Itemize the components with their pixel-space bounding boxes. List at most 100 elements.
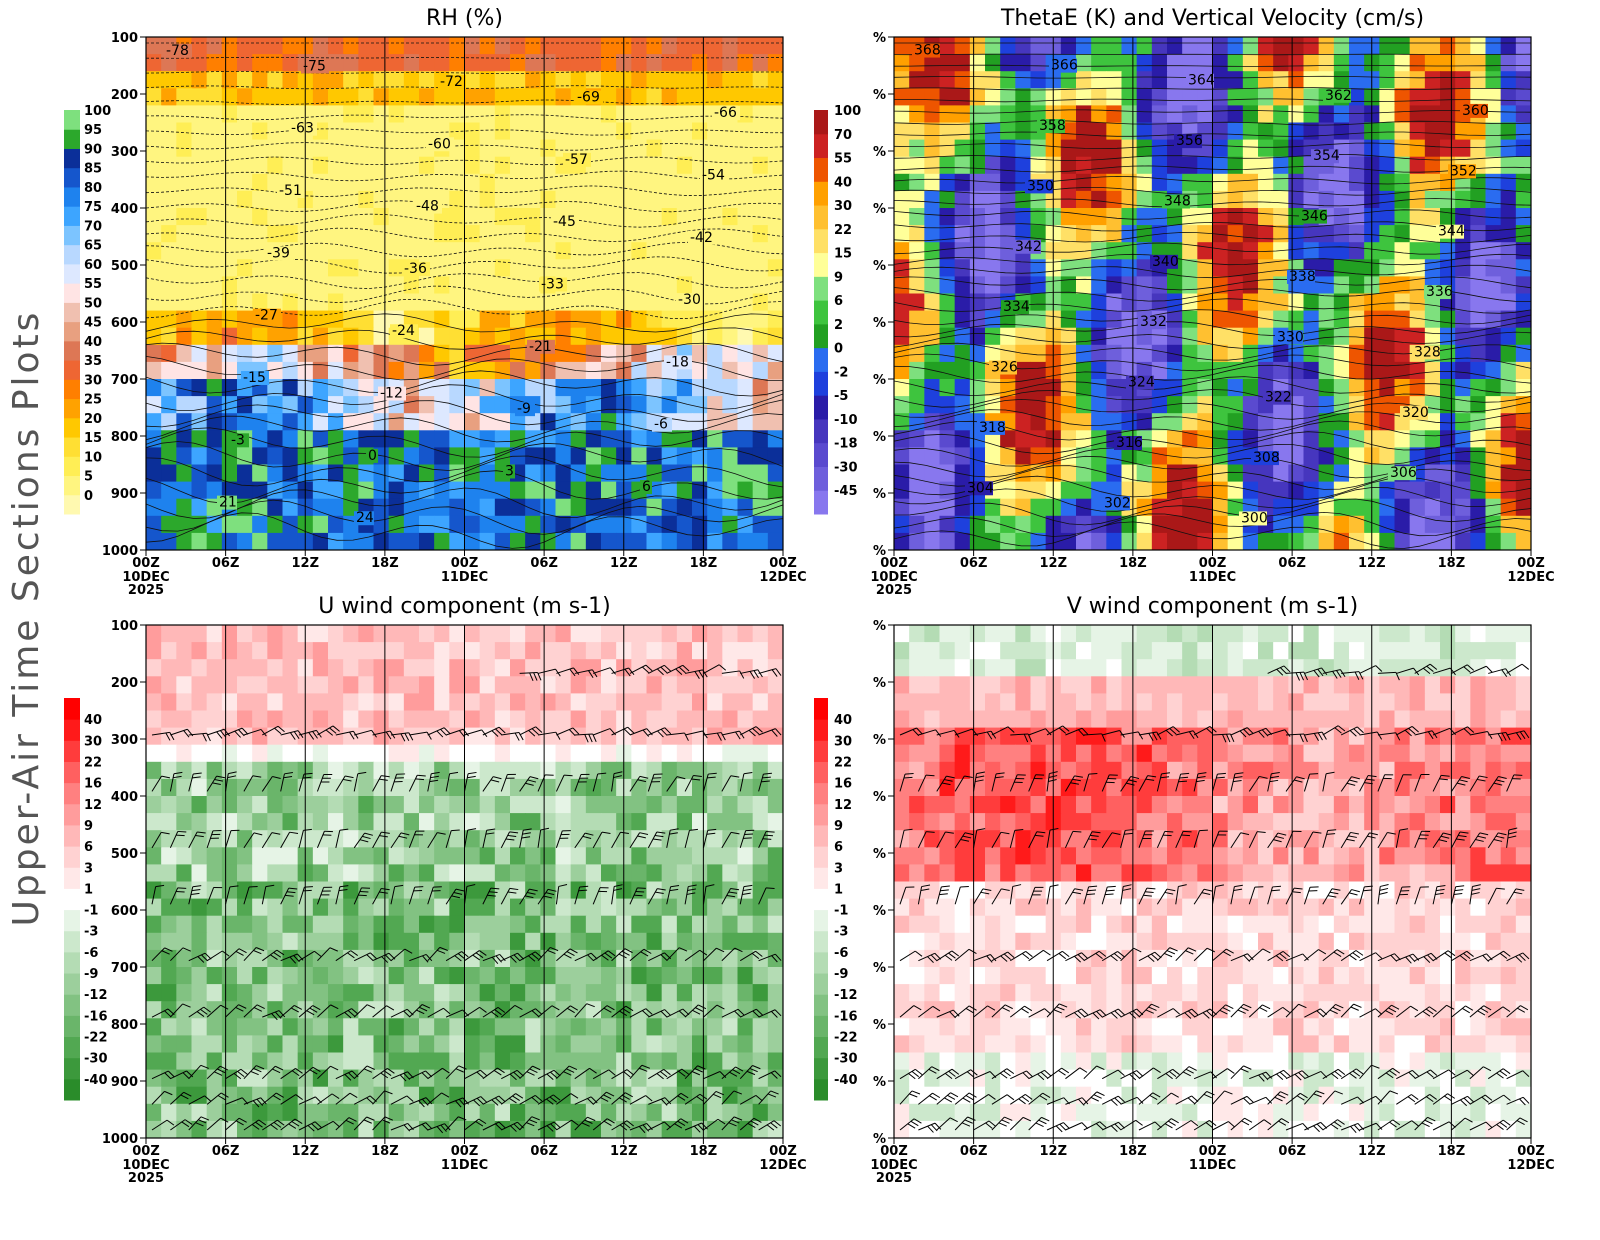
- field-cell: [525, 362, 541, 380]
- field-cell: [753, 625, 769, 643]
- field-cell: [1349, 516, 1365, 534]
- field-cell: [1152, 105, 1168, 123]
- contour-label: 300: [1241, 510, 1268, 526]
- field-cell: [707, 1018, 723, 1036]
- field-cell: [419, 396, 435, 414]
- field-cell: [207, 933, 223, 951]
- field-cell: [571, 37, 587, 55]
- field-cell: [909, 311, 925, 329]
- field-cell: [434, 642, 450, 660]
- field-cell: [510, 1018, 526, 1036]
- field-cell: [374, 1018, 390, 1036]
- field-cell: [1122, 191, 1138, 209]
- field-cell: [768, 796, 784, 814]
- field-cell: [586, 533, 602, 551]
- field-cell: [419, 899, 435, 917]
- field-cell: [1288, 88, 1304, 106]
- field-cell: [1258, 276, 1274, 294]
- field-cell: [985, 311, 1001, 329]
- field-cell: [1440, 465, 1456, 483]
- field-cell: [283, 1104, 299, 1122]
- field-cell: [161, 225, 177, 243]
- field-cell: [924, 396, 940, 414]
- field-cell: [404, 1053, 420, 1071]
- field-cell: [525, 864, 541, 882]
- field-cell: [465, 465, 481, 483]
- field-cell: [540, 140, 556, 158]
- field-cell: [419, 88, 435, 106]
- field-cell: [955, 413, 971, 431]
- field-cell: [358, 659, 374, 677]
- field-cell: [465, 225, 481, 243]
- field-cell: [1258, 533, 1274, 551]
- field-cell: [768, 967, 784, 985]
- field-cell: [267, 864, 283, 882]
- field-cell: [601, 140, 617, 158]
- field-cell: [1258, 191, 1274, 209]
- field-cell: [768, 379, 784, 397]
- field-cell: [631, 54, 647, 72]
- colorbar-label: 30: [84, 373, 102, 388]
- field-cell: [207, 711, 223, 729]
- field-cell: [1486, 328, 1502, 346]
- field-cell: [192, 37, 208, 55]
- x-date-label: 11DEC: [1189, 570, 1236, 585]
- field-cell: [677, 830, 693, 848]
- field-cell: [146, 967, 162, 985]
- field-cell: [571, 796, 587, 814]
- field-cell: [404, 745, 420, 763]
- field-cell: [510, 745, 526, 763]
- field-cell: [556, 899, 572, 917]
- field-cell: [389, 625, 405, 643]
- field-cell: [540, 625, 556, 643]
- field-cell: [267, 882, 283, 900]
- colorbar-label: 45: [84, 316, 102, 331]
- field-cell: [1106, 379, 1122, 397]
- colorbar-swatch: [814, 205, 828, 229]
- field-cell: [1167, 157, 1183, 175]
- field-cell: [1031, 379, 1047, 397]
- field-cell: [358, 693, 374, 711]
- field-cell: [556, 174, 572, 192]
- field-cell: [556, 864, 572, 882]
- field-cell: [449, 157, 465, 175]
- field-cell: [1122, 123, 1138, 141]
- field-cell: [525, 1053, 541, 1071]
- field-cell: [480, 54, 496, 72]
- field-cell: [1106, 71, 1122, 89]
- field-cell: [449, 1070, 465, 1088]
- field-cell: [722, 533, 738, 551]
- contour-label: -78: [166, 43, 189, 59]
- colorbar-label: 0: [84, 489, 93, 504]
- field-cell: [313, 762, 329, 780]
- field-cell: [176, 916, 192, 934]
- field-cell: [571, 499, 587, 517]
- field-cell: [283, 711, 299, 729]
- field-cell: [1228, 328, 1244, 346]
- field-cell: [586, 813, 602, 831]
- field-cell: [465, 796, 481, 814]
- field-cell: [510, 728, 526, 746]
- field-cell: [1455, 499, 1471, 517]
- field-cell: [1228, 225, 1244, 243]
- colorbar-swatch: [64, 456, 80, 476]
- field-cell: [1501, 345, 1517, 363]
- field-cell: [571, 1104, 587, 1122]
- field-cell: [510, 676, 526, 694]
- field-cell: [586, 899, 602, 917]
- field-cell: [677, 1121, 693, 1139]
- field-cell: [1076, 174, 1092, 192]
- x-tick-label: 12Z: [1039, 556, 1067, 571]
- field-cell: [768, 140, 784, 158]
- field-cell: [677, 516, 693, 534]
- field-cell: [1470, 413, 1486, 431]
- field-cell: [1213, 482, 1229, 500]
- field-cell: [146, 482, 162, 500]
- field-cell: [510, 659, 526, 677]
- field-cell: [662, 984, 678, 1002]
- field-cell: [222, 465, 238, 483]
- field-cell: [525, 465, 541, 483]
- field-cell: [1455, 533, 1471, 551]
- field-cell: [465, 745, 481, 763]
- field-cell: [176, 328, 192, 346]
